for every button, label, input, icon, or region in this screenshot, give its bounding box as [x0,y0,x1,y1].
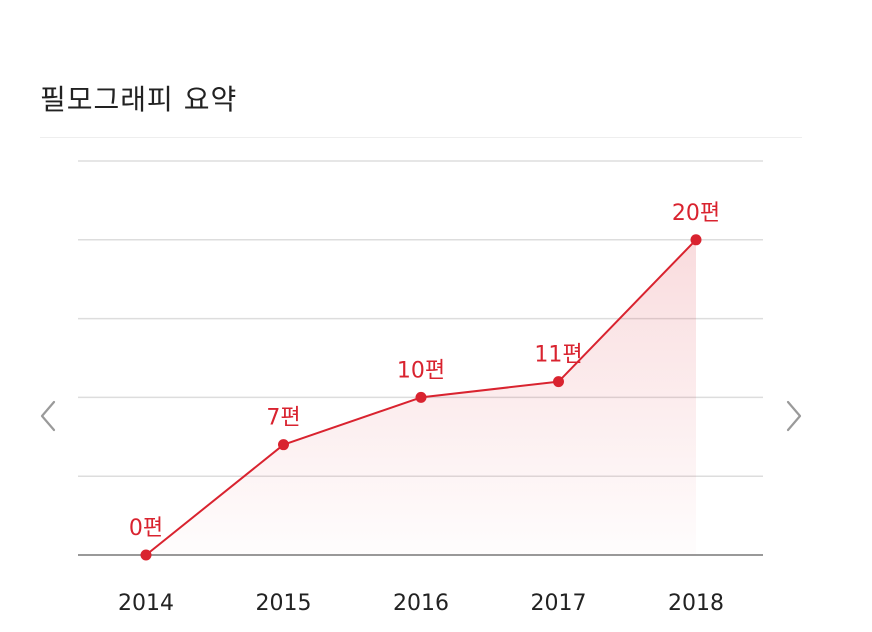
data-label: 11편 [534,343,582,368]
data-point [140,549,152,561]
x-tick-label: 2015 [256,591,312,616]
chevron-right-icon[interactable] [778,398,808,434]
x-tick-label: 2017 [531,591,587,616]
data-label: 0편 [129,516,163,541]
x-tick-label: 2018 [668,591,724,616]
x-tick-label: 2016 [393,591,449,616]
x-axis-ticks: 2014 2015 2016 2017 2018 [118,591,724,616]
data-point [278,439,289,451]
data-label: 7편 [266,406,300,431]
data-label: 20편 [672,201,720,226]
data-label: 10편 [397,358,445,383]
chevron-left-icon[interactable] [34,398,64,434]
data-points [140,234,702,561]
title-divider [40,137,802,138]
section-title: 필모그래피 요약 [40,83,238,116]
data-point [690,234,702,246]
data-labels: 0편 7편 10편 11편 20편 [129,201,720,541]
data-point [553,376,564,388]
data-point [415,391,427,403]
x-tick-label: 2014 [118,591,174,616]
